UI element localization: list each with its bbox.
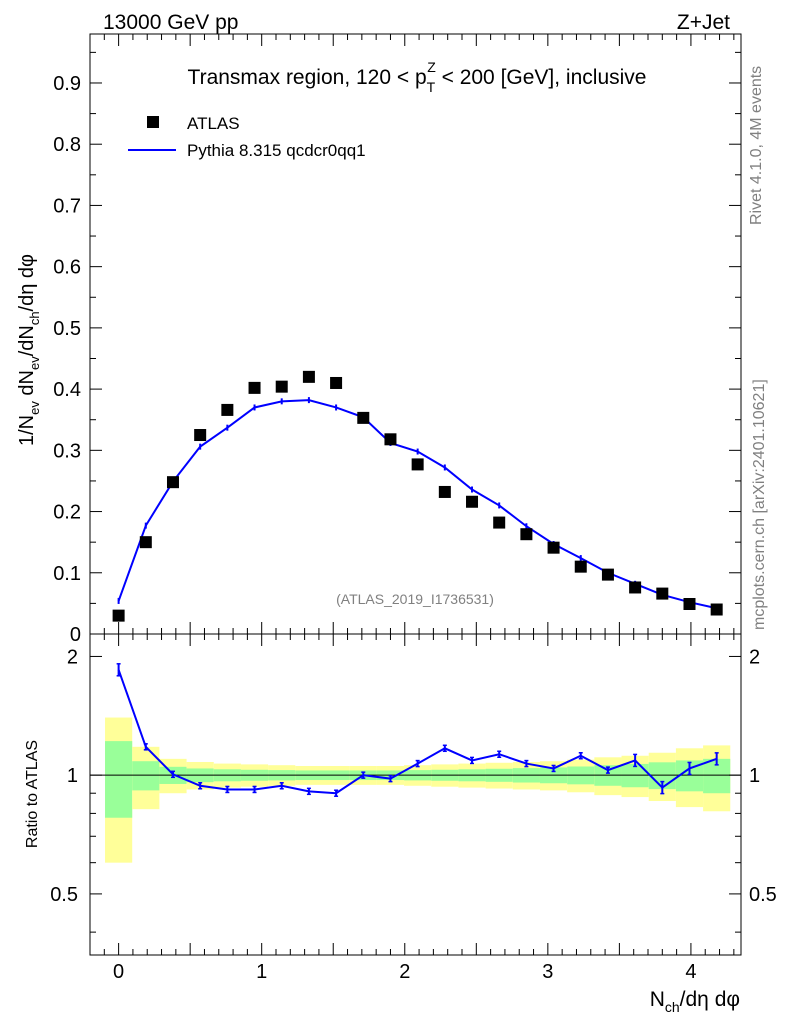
ylabel-part-c-sub: ch: [27, 311, 42, 325]
ratio-y-tick-label-left: 2: [67, 646, 78, 668]
ylabel-part-d: /dη dφ: [16, 254, 38, 311]
legend-atlas-label: ATLAS: [187, 114, 240, 133]
legend-atlas-marker: [147, 116, 159, 128]
main-panel: Transmax region, 120 < pTZ < 200 [GeV], …: [16, 33, 742, 646]
main-y-tick-label: 0.6: [53, 257, 81, 279]
ratio-y-tick-label-right: 0.5: [749, 884, 777, 906]
ratio-y-tick-label-right: 2: [749, 646, 760, 668]
rivet-version-label: Rivet 4.1.0, 4M events: [748, 66, 765, 225]
plot-title-text: Transmax region, 120 < p: [188, 66, 427, 89]
atlas-data-point: [330, 376, 343, 389]
ratio-panel: 0.5 0.5 1 1 2 2 0 1 2 3 4 Ratio to ATLAS Nch/dη d…: [24, 633, 777, 1015]
ratio-uncertainty-band-inner: [132, 761, 160, 791]
atlas-data-point: [574, 560, 587, 573]
x-axis-label: Nch/dη dφ: [650, 988, 740, 1015]
ratio-y-tick-label-right: 1: [749, 765, 760, 787]
ratio-y-axis-label: Ratio to ATLAS: [24, 740, 41, 848]
plot-title: Transmax region, 120 < pTZ < 200 [GeV], …: [188, 59, 647, 95]
legend-pythia-label: Pythia 8.315 qcdcr0qq1: [187, 141, 366, 160]
ylabel-part-a-sub: ev: [27, 401, 42, 415]
atlas-data-point: [547, 541, 560, 554]
atlas-data-point: [166, 476, 179, 489]
atlas-data-point: [221, 403, 234, 416]
atlas-data-point: [248, 381, 261, 394]
ylabel-part-b-sub: ev: [27, 356, 42, 370]
plot-title-superscript: Z: [427, 59, 436, 75]
x-tick-label: 1: [256, 961, 267, 983]
xlabel-part-a: N: [650, 988, 665, 1011]
energy-label: 13000 GeV pp: [103, 11, 238, 34]
ratio-y-tick-label-left: 0.5: [50, 884, 78, 906]
ylabel-part-b: dN: [16, 370, 38, 401]
atlas-data-point: [656, 587, 669, 600]
atlas-data-point: [194, 429, 207, 442]
x-tick-label: 4: [685, 961, 696, 983]
atlas-data-point: [683, 598, 696, 610]
atlas-data-point: [357, 411, 370, 424]
xlabel-part-a-sub: ch: [665, 999, 680, 1015]
main-y-tick-label: 0.9: [53, 73, 81, 95]
x-tick-label: 3: [542, 961, 553, 983]
xlabel-part-b: /dη dφ: [680, 988, 740, 1011]
main-y-tick-label: 0: [70, 624, 81, 646]
main-y-axis-label: 1/Nev dNev/dNch/dη dφ: [16, 254, 42, 446]
main-y-tick-label: 0.3: [53, 440, 81, 462]
atlas-data-point: [493, 516, 506, 529]
plot-title-tail: < 200 [GeV], inclusive: [436, 66, 647, 89]
x-tick-label: 2: [399, 961, 410, 983]
process-label: Z+Jet: [677, 11, 730, 34]
atlas-data-point: [112, 609, 125, 622]
atlas-data-point: [466, 495, 479, 508]
mcplots-label: mcplots.cern.ch [arXiv:2401.10621]: [751, 379, 768, 630]
x-tick-label: 0: [113, 961, 124, 983]
analysis-watermark: (ATLAS_2019_I1736531): [336, 591, 494, 607]
pythia-curve: [117, 399, 717, 610]
atlas-data-point: [302, 370, 315, 383]
ratio-plot-frame: [89, 633, 742, 956]
atlas-data-point: [275, 380, 288, 393]
atlas-data-point: [411, 458, 424, 471]
ratio-y-tick-label-left: 1: [67, 765, 78, 787]
atlas-data-point: [710, 603, 723, 616]
main-y-tick-label: 0.8: [53, 134, 81, 156]
plot-title-subscript: T: [427, 79, 436, 95]
ylabel-part-a: 1/N: [16, 415, 38, 446]
atlas-data-point: [601, 568, 614, 581]
main-y-tick-label: 0.4: [53, 379, 81, 401]
atlas-data-point: [438, 485, 451, 498]
ylabel-part-c: /dN: [16, 325, 38, 356]
main-y-tick-label: 0.1: [53, 563, 81, 585]
atlas-data-point: [139, 536, 152, 549]
main-y-tick-label: 0.5: [53, 318, 81, 340]
main-y-tick-label: 0.2: [53, 502, 81, 524]
atlas-data-point: [520, 528, 533, 541]
ratio-uncertainty-band-inner: [105, 741, 133, 818]
atlas-data-point: [629, 581, 642, 594]
atlas-data-point: [384, 433, 397, 446]
main-y-tick-label: 0.7: [53, 195, 81, 217]
